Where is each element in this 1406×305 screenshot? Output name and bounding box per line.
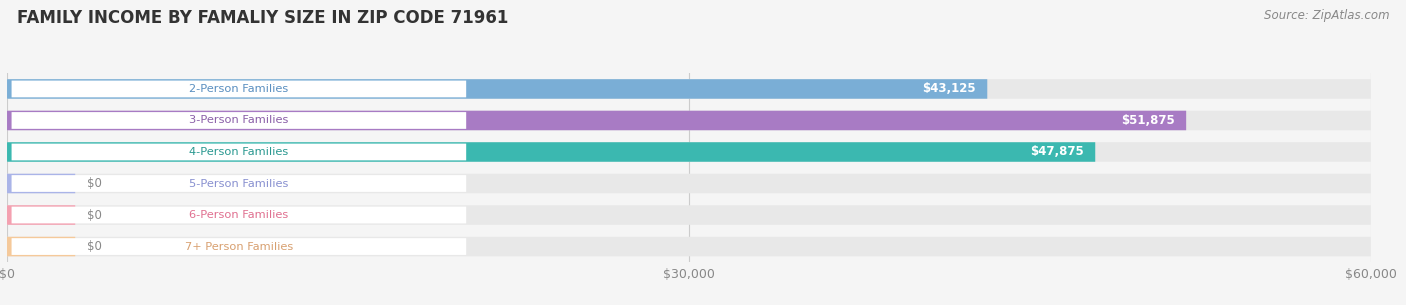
FancyBboxPatch shape <box>7 79 987 99</box>
FancyBboxPatch shape <box>7 174 76 193</box>
FancyBboxPatch shape <box>7 205 76 225</box>
FancyBboxPatch shape <box>11 144 467 160</box>
Text: 3-Person Families: 3-Person Families <box>190 116 288 125</box>
FancyBboxPatch shape <box>7 79 1371 99</box>
FancyBboxPatch shape <box>7 205 1371 225</box>
FancyBboxPatch shape <box>7 237 1371 256</box>
FancyBboxPatch shape <box>11 207 467 223</box>
FancyBboxPatch shape <box>11 238 467 255</box>
FancyBboxPatch shape <box>11 81 467 97</box>
Text: $0: $0 <box>87 209 101 221</box>
FancyBboxPatch shape <box>11 175 467 192</box>
Text: $51,875: $51,875 <box>1121 114 1175 127</box>
FancyBboxPatch shape <box>7 174 1371 193</box>
FancyBboxPatch shape <box>7 111 1187 130</box>
Text: $43,125: $43,125 <box>922 82 976 95</box>
FancyBboxPatch shape <box>7 142 1095 162</box>
FancyBboxPatch shape <box>7 142 1371 162</box>
Text: $0: $0 <box>87 177 101 190</box>
Text: 2-Person Families: 2-Person Families <box>190 84 288 94</box>
Text: FAMILY INCOME BY FAMALIY SIZE IN ZIP CODE 71961: FAMILY INCOME BY FAMALIY SIZE IN ZIP COD… <box>17 9 508 27</box>
FancyBboxPatch shape <box>11 112 467 129</box>
Text: 4-Person Families: 4-Person Families <box>190 147 288 157</box>
FancyBboxPatch shape <box>7 237 76 256</box>
Text: $47,875: $47,875 <box>1031 145 1084 159</box>
FancyBboxPatch shape <box>7 111 1371 130</box>
Text: Source: ZipAtlas.com: Source: ZipAtlas.com <box>1264 9 1389 22</box>
Text: $0: $0 <box>87 240 101 253</box>
Text: 5-Person Families: 5-Person Families <box>190 178 288 188</box>
Text: 6-Person Families: 6-Person Families <box>190 210 288 220</box>
Text: 7+ Person Families: 7+ Person Families <box>184 242 292 252</box>
